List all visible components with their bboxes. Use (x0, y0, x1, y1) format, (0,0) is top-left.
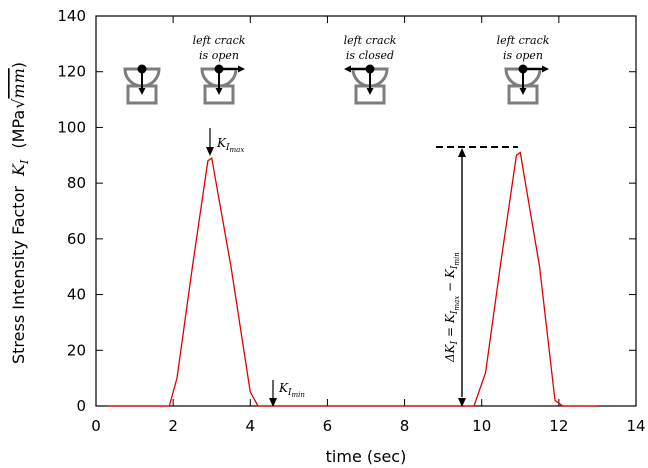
crack-icon-2 (200, 64, 245, 105)
crack-icon-left-arrow-head (344, 65, 351, 73)
state-label-2-line2: is closed (346, 49, 394, 62)
series-line (107, 151, 598, 407)
x-tick-label-6: 12 (549, 417, 568, 435)
x-tick-label-3: 6 (323, 417, 333, 435)
x-tick-label-4: 8 (400, 417, 410, 435)
crack-icon-4 (504, 64, 549, 105)
state-label-1-line2: is open (199, 49, 239, 62)
state-label-1-line1: left crack (193, 34, 246, 47)
plot-frame (95, 15, 637, 407)
x-tick-label-1: 2 (168, 417, 178, 435)
y-tick-label-6: 120 (57, 63, 86, 81)
y-tick-label-5: 100 (57, 118, 86, 136)
state-label-3-line1: left crack (497, 34, 550, 47)
y-axis-title: Stress Intensity Factor KI (MPa√mm) (9, 62, 32, 364)
series-layer (107, 151, 598, 407)
y-axis-title-sqrt: √ (9, 98, 28, 109)
x-tick-label-5: 10 (472, 417, 491, 435)
state-label-2-line1: left crack (344, 34, 397, 47)
y-tick-label-0: 0 (76, 397, 86, 415)
y-tick-label-3: 60 (67, 230, 86, 248)
delta-label: ΔKI = KImax − KImin (443, 252, 461, 363)
y-tick-label-2: 40 (67, 286, 86, 304)
x-axis-title: time (sec) (326, 447, 407, 466)
y-axis-title-unit: (MPa (9, 110, 28, 149)
y-tick-label-7: 140 (57, 7, 86, 25)
crack-icon-3 (344, 64, 389, 105)
crack-icon-1 (123, 64, 161, 105)
crack-icon-down-arrow-head (366, 88, 374, 95)
y-tick-label-1: 20 (67, 341, 86, 359)
kmax-label: KImax (216, 136, 244, 154)
y-tick-label-4: 80 (67, 174, 86, 192)
y-axis-title-unit-root: mm (9, 68, 28, 98)
x-tick-label-2: 4 (246, 417, 256, 435)
y-axis-title-unit-close: ) (9, 62, 28, 68)
x-tick-label-7: 14 (626, 417, 645, 435)
kmin-label: KImin (278, 381, 305, 399)
crack-icon-right-arrow-head (238, 65, 245, 73)
kmax-arrow-head (206, 147, 214, 156)
x-tick-label-0: 0 (91, 417, 101, 435)
y-axis-title-subscript: I (18, 159, 31, 165)
delta-arrow-head-bottom (458, 398, 466, 407)
state-label-3-line2: is open (503, 49, 543, 62)
y-axis-title-text: Stress Intensity Factor (9, 186, 28, 364)
crack-icon-down-arrow-head (138, 88, 146, 95)
delta-arrow-head-top (458, 148, 466, 157)
crack-icon-down-arrow-head (215, 88, 223, 95)
kmin-arrow-head (269, 398, 277, 407)
crack-icon-right-arrow-head (542, 65, 549, 73)
plot-border (95, 15, 637, 407)
y-axis-title-symbol: K (9, 163, 28, 177)
crack-icons (123, 64, 549, 105)
crack-icon-down-arrow-head (519, 88, 527, 95)
